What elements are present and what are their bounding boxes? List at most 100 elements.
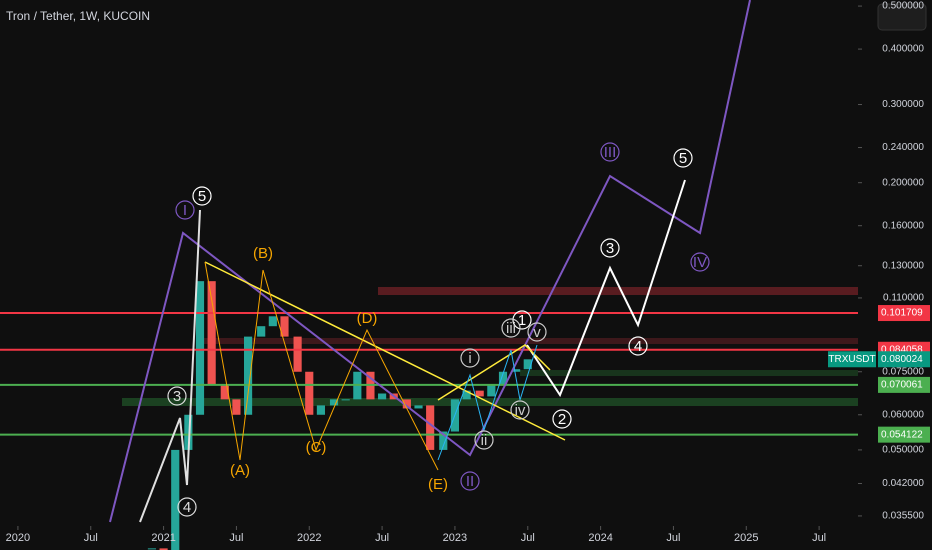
wave-label: i [468,350,471,367]
y-tick-label: 0.130000 [882,260,924,271]
level-tag [878,305,930,322]
candle [414,405,423,409]
wave-label: (C) [306,439,327,456]
wave-circle [552,409,572,429]
candle [402,399,411,409]
drawings [109,0,751,523]
wave-circle [460,348,480,368]
wave-circle [175,200,195,220]
x-tick-label: Jul [666,532,680,544]
x-tick-label: 2022 [297,532,321,544]
candle [329,399,339,406]
y-tick-label: 0.160000 [882,220,924,231]
wave-circle [600,142,620,162]
x-tick-label: Jul [375,532,389,544]
wave-circle [177,497,197,517]
zone [378,287,858,295]
wave-label: 2 [558,411,566,428]
y-tick-label: 0.400000 [882,44,924,55]
wave-line [139,209,201,523]
wave-circle [600,238,620,258]
candle [378,393,387,400]
wave-label: iv [515,402,526,419]
candle [232,399,241,415]
x-tick-label: Jul [229,532,243,544]
candle [195,281,205,415]
x-tick-label: 2021 [151,532,175,544]
wave-label: (A) [230,462,250,479]
y-tick-label: 0.240000 [882,142,924,153]
candle [257,326,266,337]
wave-label: 3 [606,240,614,257]
candle [475,390,484,397]
wave-line [526,179,686,398]
wave-label: 5 [198,188,206,205]
wave-label: 4 [183,499,191,516]
wave-circle [512,310,532,330]
wave-label: (E) [428,476,448,493]
wave-circle [673,148,693,168]
zone [520,370,858,376]
candle [341,399,350,401]
symbol-tag [828,351,876,368]
level-tag [878,376,930,393]
candle [207,281,216,386]
candle [243,336,253,415]
price-label: 0.080024 [881,354,923,365]
candle [512,369,521,372]
chart-title: Tron / Tether, 1W, KUCOIN [6,9,150,23]
candle [426,405,435,450]
wave-label: iii [506,320,516,337]
level-label: 0.084058 [881,344,923,355]
candle [147,548,157,550]
price-tag [878,351,930,368]
candle [171,449,180,550]
wave-circle [510,400,530,420]
x-tick-label: 2023 [443,532,467,544]
level-label: 0.054122 [881,429,923,440]
candle [305,371,314,415]
x-tick-label: 2024 [588,532,612,544]
y-tick-label: 0.300000 [882,99,924,110]
wave-line [437,344,538,461]
y-tick-label: 0.050000 [882,445,924,456]
symbol-label: TRXUSDT [828,354,875,365]
y-tick-label: 0.035500 [882,511,924,522]
candle [293,336,302,372]
level-tag [878,426,930,443]
wave-label: 3 [173,388,181,405]
x-tick-label: 2020 [6,532,30,544]
y-tick-label: 0.500000 [882,1,924,12]
price-axis [858,0,932,550]
price-marks [0,281,858,550]
level-label: 0.101709 [881,308,923,319]
wave-label: 5 [679,150,687,167]
wave-label: (D) [357,310,378,327]
wave-circle [628,336,648,356]
x-tick-label: Jul [521,532,535,544]
wave-label: I [183,202,187,219]
x-tick-label: Jul [84,532,98,544]
wave-label: v [533,324,541,341]
wave-label: ii [481,432,488,449]
wave-line [204,261,439,471]
candle [280,316,289,337]
wave-label: 4 [634,338,642,355]
wave-label: II [466,473,474,490]
y-tick-label: 0.200000 [882,177,924,188]
candle [462,390,471,400]
wave-line [109,0,751,523]
trend-line [204,261,566,441]
x-tick-label: 2025 [734,532,758,544]
x-tick-label: Jul [812,532,826,544]
wave-circle [527,322,547,342]
candle [523,359,532,370]
axis-button[interactable] [877,3,927,31]
candle [498,371,508,386]
zone [122,398,858,406]
wave-circle [474,430,494,450]
wave-circle [192,186,212,206]
wave-label: 1 [518,312,526,329]
